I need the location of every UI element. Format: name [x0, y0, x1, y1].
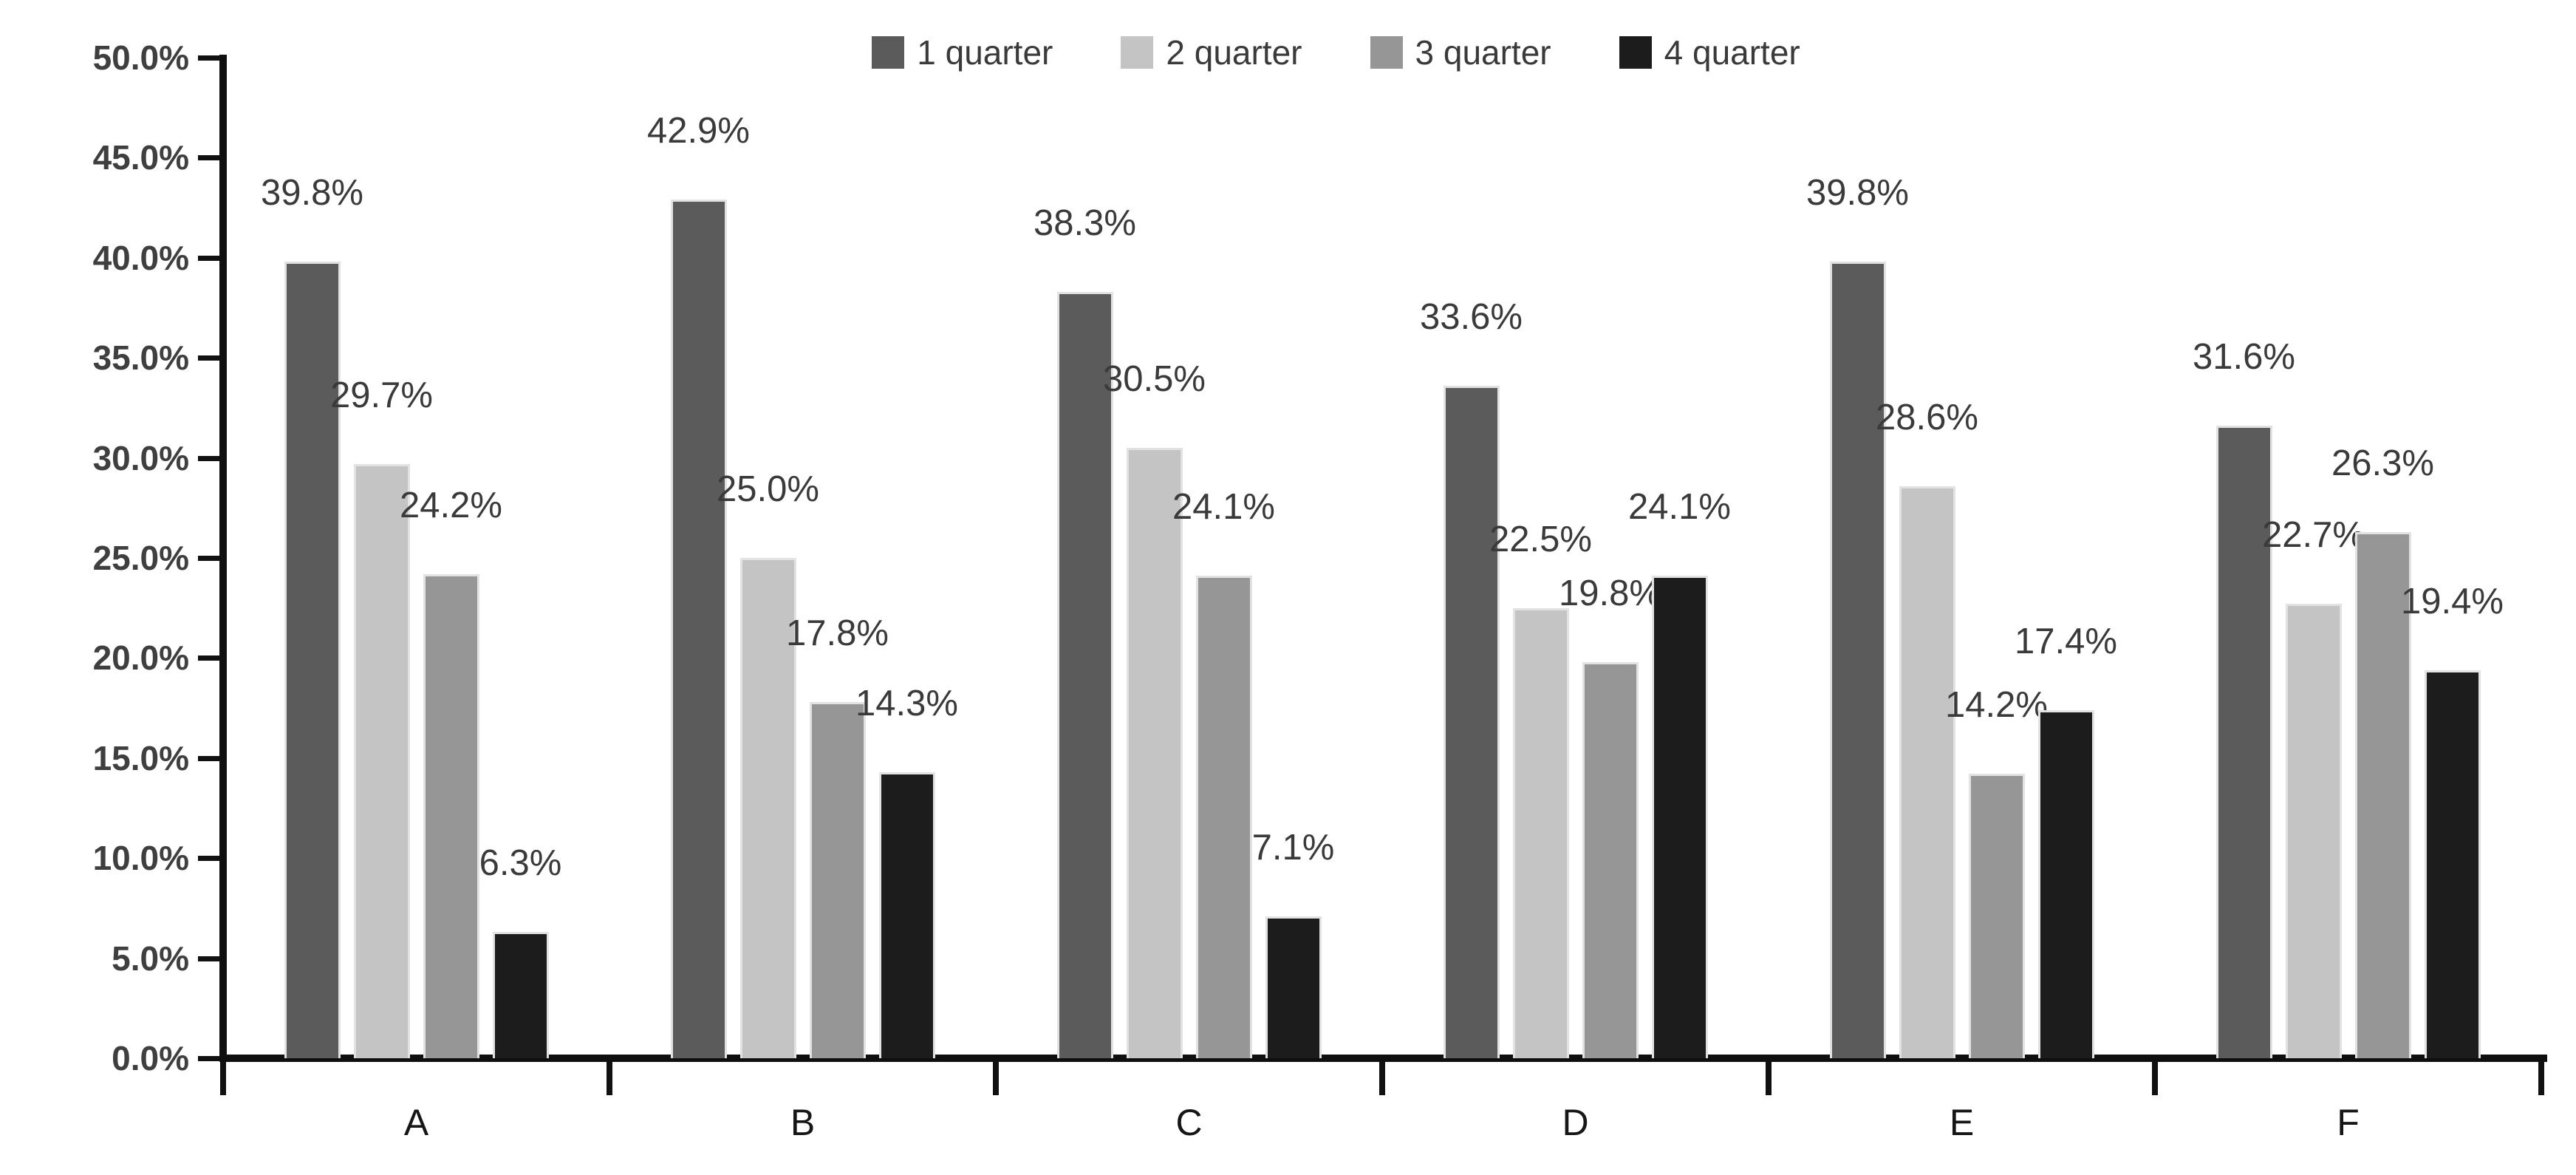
- bar-value-label: 39.8%: [261, 173, 363, 214]
- legend-label: 4 quarter: [1664, 33, 1800, 72]
- bar-value-label: 14.2%: [1945, 685, 2048, 726]
- bar-E-q3: [1968, 774, 2025, 1058]
- bar-B-q1: [670, 200, 727, 1058]
- bar-value-label: 26.3%: [2331, 443, 2434, 483]
- x-axis-tick: [2152, 1061, 2158, 1095]
- y-axis-tick-label: 25.0%: [92, 539, 189, 577]
- bar-value-label: 24.1%: [1628, 487, 1731, 528]
- y-axis: [219, 55, 227, 1062]
- bar-value-label: 33.6%: [1420, 297, 1523, 338]
- y-axis-tick: [198, 255, 223, 261]
- bar-F-q2: [2285, 604, 2342, 1058]
- bar-F-q1: [2215, 426, 2272, 1058]
- y-axis-tick: [198, 55, 223, 61]
- bar-value-label: 39.8%: [1806, 173, 1909, 214]
- y-axis-tick: [198, 655, 223, 661]
- x-axis-tick: [1766, 1061, 1772, 1095]
- bar-B-q2: [739, 558, 796, 1058]
- legend-swatch-icon: [872, 36, 905, 69]
- bar-value-label: 24.2%: [400, 485, 502, 525]
- bar-value-label: 30.5%: [1103, 359, 1206, 400]
- bar-value-label: 17.8%: [786, 613, 889, 653]
- legend-swatch-icon: [1370, 36, 1403, 69]
- y-axis-tick: [198, 856, 223, 862]
- y-axis-tick-label: 5.0%: [112, 939, 189, 978]
- x-axis-tick: [2538, 1061, 2544, 1095]
- x-axis-category-label: F: [2337, 1102, 2360, 1143]
- y-axis-tick-label: 35.0%: [92, 338, 189, 378]
- x-axis-category-label: B: [790, 1102, 816, 1143]
- bar-D-q3: [1582, 661, 1639, 1058]
- bar-D-q1: [1443, 386, 1500, 1058]
- legend-item: 1 quarter: [872, 33, 1053, 72]
- y-axis-tick: [198, 355, 223, 361]
- x-axis-category-label: D: [1562, 1102, 1589, 1143]
- bar-value-label: 19.8%: [1559, 573, 1661, 613]
- y-axis-tick: [198, 755, 223, 761]
- y-axis-tick: [198, 956, 223, 961]
- bar-D-q2: [1512, 607, 1569, 1058]
- legend-swatch-icon: [1121, 36, 1154, 69]
- legend-label: 3 quarter: [1415, 33, 1551, 72]
- bar-C-q1: [1056, 291, 1113, 1058]
- bar-F-q3: [2354, 531, 2411, 1058]
- y-axis-tick: [198, 155, 223, 161]
- y-axis-tick: [198, 455, 223, 461]
- bar-value-label: 7.1%: [1251, 827, 1335, 868]
- x-axis-tick: [993, 1061, 999, 1095]
- bar-value-label: 19.4%: [2401, 581, 2504, 621]
- bar-B-q3: [809, 701, 866, 1058]
- y-axis-tick: [198, 1056, 223, 1061]
- bar-B-q4: [878, 772, 935, 1058]
- y-axis-tick-label: 0.0%: [112, 1039, 189, 1077]
- bar-value-label: 24.1%: [1172, 487, 1275, 528]
- bar-F-q4: [2424, 670, 2481, 1058]
- x-axis-category-label: A: [403, 1102, 429, 1143]
- bar-value-label: 42.9%: [647, 111, 750, 151]
- y-axis-tick: [198, 556, 223, 561]
- bar-value-label: 28.6%: [1876, 397, 1978, 437]
- y-axis-tick-label: 40.0%: [92, 238, 189, 277]
- legend-swatch-icon: [1619, 36, 1652, 69]
- bar-A-q3: [423, 573, 479, 1058]
- chart-legend: 1 quarter 2 quarter 3 quarter 4 quarter: [0, 33, 2576, 72]
- bar-E-q1: [1829, 262, 1886, 1058]
- y-axis-tick-label: 45.0%: [92, 138, 189, 177]
- legend-label: 2 quarter: [1166, 33, 1302, 72]
- bar-value-label: 29.7%: [330, 375, 433, 415]
- bar-value-label: 14.3%: [855, 683, 958, 723]
- x-axis-category-label: C: [1175, 1102, 1203, 1143]
- legend-item: 4 quarter: [1619, 33, 1800, 72]
- bar-value-label: 38.3%: [1034, 202, 1136, 243]
- y-axis-tick-label: 10.0%: [92, 839, 189, 878]
- bar-C-q4: [1265, 916, 1322, 1058]
- y-axis-tick-label: 20.0%: [92, 638, 189, 678]
- y-axis-tick-label: 15.0%: [92, 738, 189, 777]
- x-axis-category-label: E: [1949, 1102, 1975, 1143]
- x-axis-tick: [1379, 1061, 1385, 1095]
- bar-value-label: 22.5%: [1489, 519, 1592, 559]
- bar-value-label: 25.0%: [717, 469, 819, 509]
- bar-value-label: 17.4%: [2015, 621, 2117, 661]
- bar-C-q2: [1126, 448, 1183, 1058]
- bar-A-q4: [492, 932, 549, 1058]
- bar-E-q2: [1899, 486, 1955, 1058]
- bar-value-label: 31.6%: [2193, 337, 2295, 378]
- bar-D-q4: [1651, 576, 1708, 1058]
- bar-A-q2: [353, 463, 410, 1058]
- x-axis-tick: [607, 1061, 612, 1095]
- bar-value-label: 22.7%: [2262, 515, 2365, 556]
- x-axis-tick: [220, 1061, 226, 1095]
- legend-item: 2 quarter: [1121, 33, 1302, 72]
- y-axis-tick-label: 30.0%: [92, 438, 189, 477]
- bar-C-q3: [1195, 576, 1252, 1058]
- x-axis: [219, 1055, 2547, 1062]
- bar-value-label: 6.3%: [479, 843, 562, 884]
- legend-item: 3 quarter: [1370, 33, 1551, 72]
- bar-A-q1: [284, 262, 341, 1058]
- bar-E-q4: [2037, 709, 2094, 1058]
- legend-label: 1 quarter: [917, 33, 1053, 72]
- y-axis-tick-label: 50.0%: [92, 38, 189, 77]
